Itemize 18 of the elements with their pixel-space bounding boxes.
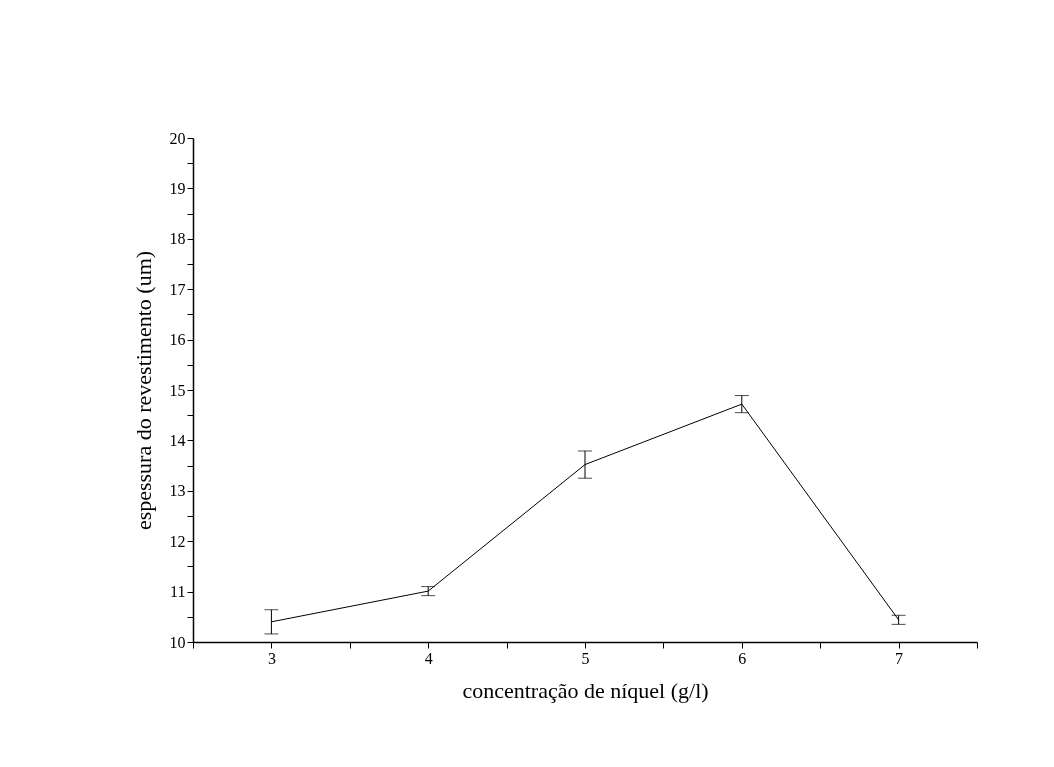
x-tick-label: 6 (738, 649, 747, 667)
y-axis-title: espessura do revestimento (um) (130, 250, 156, 531)
y-tick-label: 17 (169, 280, 186, 298)
x-tick-label: 3 (267, 649, 276, 667)
x-tick-label: 7 (895, 649, 904, 667)
y-tick-label: 13 (169, 482, 186, 500)
y-tick-label: 10 (169, 633, 186, 651)
x-axis-title: concentração de níquel (g/l) (462, 677, 709, 703)
y-tick-label: 16 (169, 331, 186, 349)
y-tick-label: 15 (169, 381, 186, 399)
y-tick-label: 18 (169, 230, 186, 248)
y-tick-label: 14 (169, 431, 186, 449)
y-tick-label: 11 (170, 583, 186, 601)
x-tick-label: 5 (581, 649, 590, 667)
y-tick-label: 20 (169, 129, 186, 147)
x-tick-label: 4 (424, 649, 433, 667)
y-tick-label: 19 (169, 179, 186, 197)
y-tick-label: 12 (169, 532, 186, 550)
